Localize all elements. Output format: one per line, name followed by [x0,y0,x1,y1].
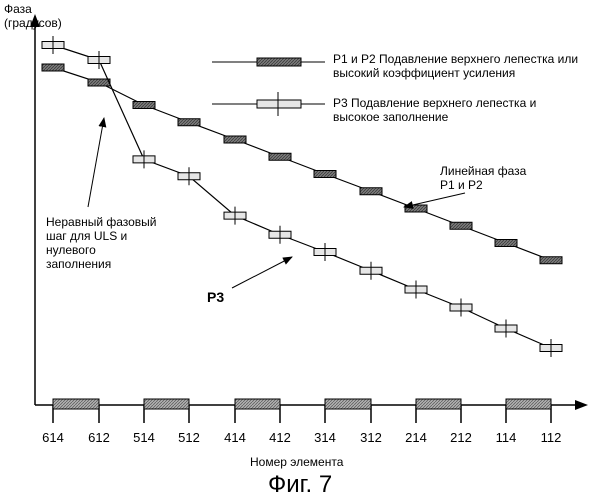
p1p2-point-514 [133,102,155,109]
legend-p1p2-text: P1 и P2 Подавление верхнего лепестка или… [333,52,578,80]
p3-arrow [232,257,292,288]
p1p2-point-114 [495,240,517,247]
p3-point-612 [88,51,110,69]
p3-point-312 [360,262,382,280]
p1p2-point-312 [360,188,382,195]
linear-phase-arrow [404,193,465,207]
x-tick-labels: 614 612 514 512 414 412 314 312 214 212 114 112 [42,430,561,445]
p1p2-point-412 [269,153,291,160]
marker-rect [314,171,336,178]
marker-rect [42,64,64,71]
nonuniform-line-1: Неравный фазовый [46,215,157,229]
x-tick-label-412: 412 [269,430,291,445]
marker-rect [133,102,155,109]
element-group-bar-414-412 [235,399,280,409]
linear-phase-line-1: Линейная фаза [440,164,526,178]
x-tick-label-314: 314 [314,430,336,445]
y-axis-label-line-2: (градусов) [4,16,62,30]
p1p2-point-414 [224,136,246,143]
legend-p1p2-text-line-2: высокий коэффициент усиления [333,66,578,80]
p1p2-point-614 [42,64,64,71]
legend-p3-text: P3 Подавление верхнего лепестка и высоко… [333,96,536,124]
nonuniform-line-2: шаг для ULS и [46,229,157,243]
x-tick-label-112: 112 [541,430,562,445]
marker-rect [88,79,110,86]
p3-point-114 [495,320,517,338]
p3-point-614 [42,36,64,54]
x-axis-label: Номер элемента [250,455,343,469]
p1p2-point-314 [314,171,336,178]
legend-p1p2-marker [257,58,301,66]
element-group-bar-614-612 [53,399,99,409]
marker-rect [360,188,382,195]
p1p2-point-212 [450,222,472,229]
x-axis-arrow [575,400,588,410]
element-group-bars [53,399,551,409]
p1p2-point-612 [88,79,110,86]
x-tick-label-414: 414 [224,430,246,445]
p3-point-314 [314,243,336,261]
figure-caption: Фиг. 7 [268,472,332,498]
marker-rect [540,257,562,264]
x-tick-label-612: 612 [88,430,110,445]
y-axis-label: Фаза (градусов) [4,2,62,30]
marker-rect [224,136,246,143]
p3-series-line [53,45,551,348]
element-group-bar-514-512 [144,399,189,409]
x-tick-label-114: 114 [496,430,517,445]
legend [212,58,325,116]
x-tick-label-514: 514 [133,430,155,445]
legend-p1p2-text-line-1: P1 и P2 Подавление верхнего лепестка или [333,52,578,66]
legend-p3-text-line-1: P3 Подавление верхнего лепестка и [333,96,536,110]
nonuniform-line-4: заполнения [46,257,157,271]
marker-rect [450,222,472,229]
p3-point-212 [450,299,472,317]
x-tick-label-212: 212 [450,430,472,445]
linear-phase-line-2: P1 и P2 [440,178,526,192]
p1p2-point-112 [540,257,562,264]
linear-phase-annotation: Линейная фаза P1 и P2 [440,164,526,192]
x-tick-label-312: 312 [360,430,382,445]
marker-rect [178,119,200,126]
legend-p3-text-line-2: высокое заполнение [333,110,536,124]
x-tick-label-614: 614 [42,430,64,445]
marker-rect [269,153,291,160]
marker-rect [495,240,517,247]
legend-p3-marker [257,100,301,108]
p3-point-412 [269,226,291,244]
p3-annotation: P3 [207,290,224,304]
element-group-bar-114-112 [506,399,551,409]
element-ticks [53,405,551,423]
nonuniform-step-arrow [88,118,104,207]
y-axis-label-line-1: Фаза [4,2,62,16]
element-group-bar-314-312 [325,399,371,409]
nonuniform-line-3: нулевого [46,243,157,257]
x-tick-label-214: 214 [405,430,427,445]
x-tick-label-512: 512 [178,430,200,445]
p3-point-112 [540,339,562,357]
p1p2-point-512 [178,119,200,126]
p3-point-514 [133,150,155,168]
nonuniform-step-annotation: Неравный фазовый шаг для ULS и нулевого … [46,215,157,271]
element-group-bar-214-212 [416,399,461,409]
data-series [42,36,562,357]
p3-point-214 [405,281,427,299]
